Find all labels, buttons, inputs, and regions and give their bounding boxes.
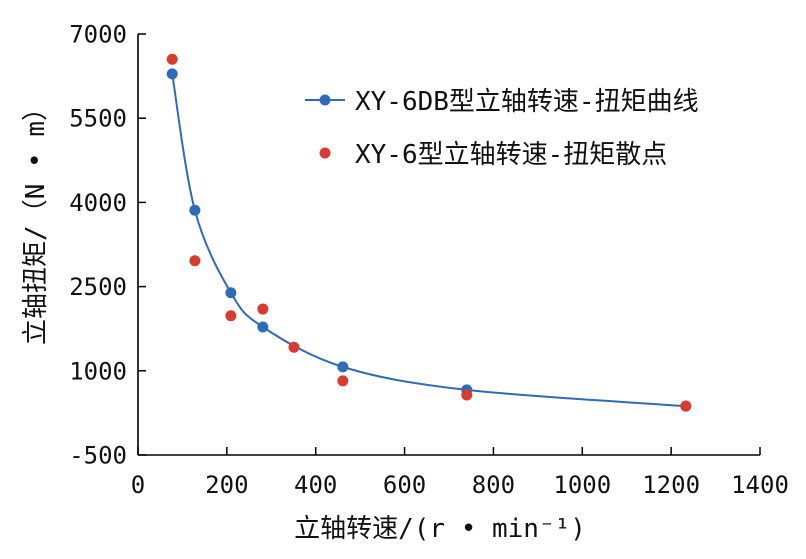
legend-label-scatter: XY-6型立轴转速-扭矩散点 bbox=[355, 140, 667, 170]
curve-data-point bbox=[225, 287, 237, 299]
curve-data-point bbox=[337, 361, 349, 373]
curve-data-point bbox=[166, 68, 178, 80]
x-tick-label: 1200 bbox=[642, 471, 700, 499]
y-tick-label: 4000 bbox=[69, 189, 127, 217]
scatter-data-point bbox=[337, 375, 349, 387]
curve-data-point bbox=[257, 321, 269, 333]
legend-item-curve: XY-6DB型立轴转速-扭矩曲线 bbox=[305, 87, 699, 117]
x-tick-label: 600 bbox=[383, 471, 426, 499]
scatter-data-point bbox=[461, 389, 473, 401]
x-tick-label: 400 bbox=[294, 471, 337, 499]
scatter-data-point bbox=[288, 341, 300, 353]
y-tick-label: 1000 bbox=[69, 357, 127, 385]
curve-data-point bbox=[189, 204, 201, 216]
y-tick-label: 5500 bbox=[69, 105, 127, 133]
legend-label-curve: XY-6DB型立轴转速-扭矩曲线 bbox=[355, 87, 699, 117]
legend-item-scatter: XY-6型立轴转速-扭矩散点 bbox=[319, 140, 667, 170]
y-tick-label: -500 bbox=[69, 442, 127, 470]
scatter-data-point bbox=[166, 53, 178, 65]
scatter-data-point bbox=[225, 310, 237, 322]
torque-curve-line bbox=[171, 72, 687, 408]
x-tick-label: 1400 bbox=[731, 471, 789, 499]
legend-marker-swatch bbox=[319, 94, 331, 106]
y-axis-title: 立轴扭矩/（N • m） bbox=[21, 95, 51, 345]
scatter-data-point bbox=[257, 303, 269, 315]
x-tick-label: 200 bbox=[205, 471, 248, 499]
x-axis-title: 立轴转速/(r • min⁻¹) bbox=[294, 514, 586, 544]
scatter-data-point bbox=[189, 255, 201, 267]
x-tick-label: 800 bbox=[472, 471, 515, 499]
x-tick-label: 1000 bbox=[553, 471, 611, 499]
axes bbox=[137, 34, 760, 456]
y-tick-label: 7000 bbox=[69, 21, 127, 49]
plot-area bbox=[166, 53, 692, 412]
legend-marker-swatch bbox=[319, 147, 331, 159]
legend: XY-6DB型立轴转速-扭矩曲线 XY-6型立轴转速-扭矩散点 bbox=[305, 87, 699, 170]
axis-ticks: 0 200 400 600 800 1000 1200 1400 -500 1000 2500 400… bbox=[69, 21, 789, 500]
scatter-data-point bbox=[680, 400, 692, 412]
y-tick-label: 2500 bbox=[69, 273, 127, 301]
x-tick-label: 0 bbox=[131, 471, 145, 499]
